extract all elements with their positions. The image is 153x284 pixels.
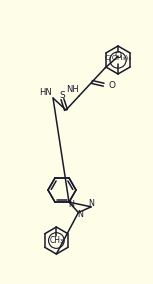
Text: CH₃: CH₃ bbox=[49, 235, 63, 245]
Text: C(CH₃)₃: C(CH₃)₃ bbox=[104, 55, 132, 61]
Text: S: S bbox=[59, 91, 65, 99]
Text: HN: HN bbox=[39, 88, 52, 97]
Text: N: N bbox=[68, 200, 74, 209]
Text: N: N bbox=[88, 199, 94, 208]
Text: O: O bbox=[114, 51, 121, 60]
Text: O: O bbox=[109, 80, 116, 89]
Text: N: N bbox=[77, 210, 83, 219]
Text: NH: NH bbox=[66, 85, 79, 94]
